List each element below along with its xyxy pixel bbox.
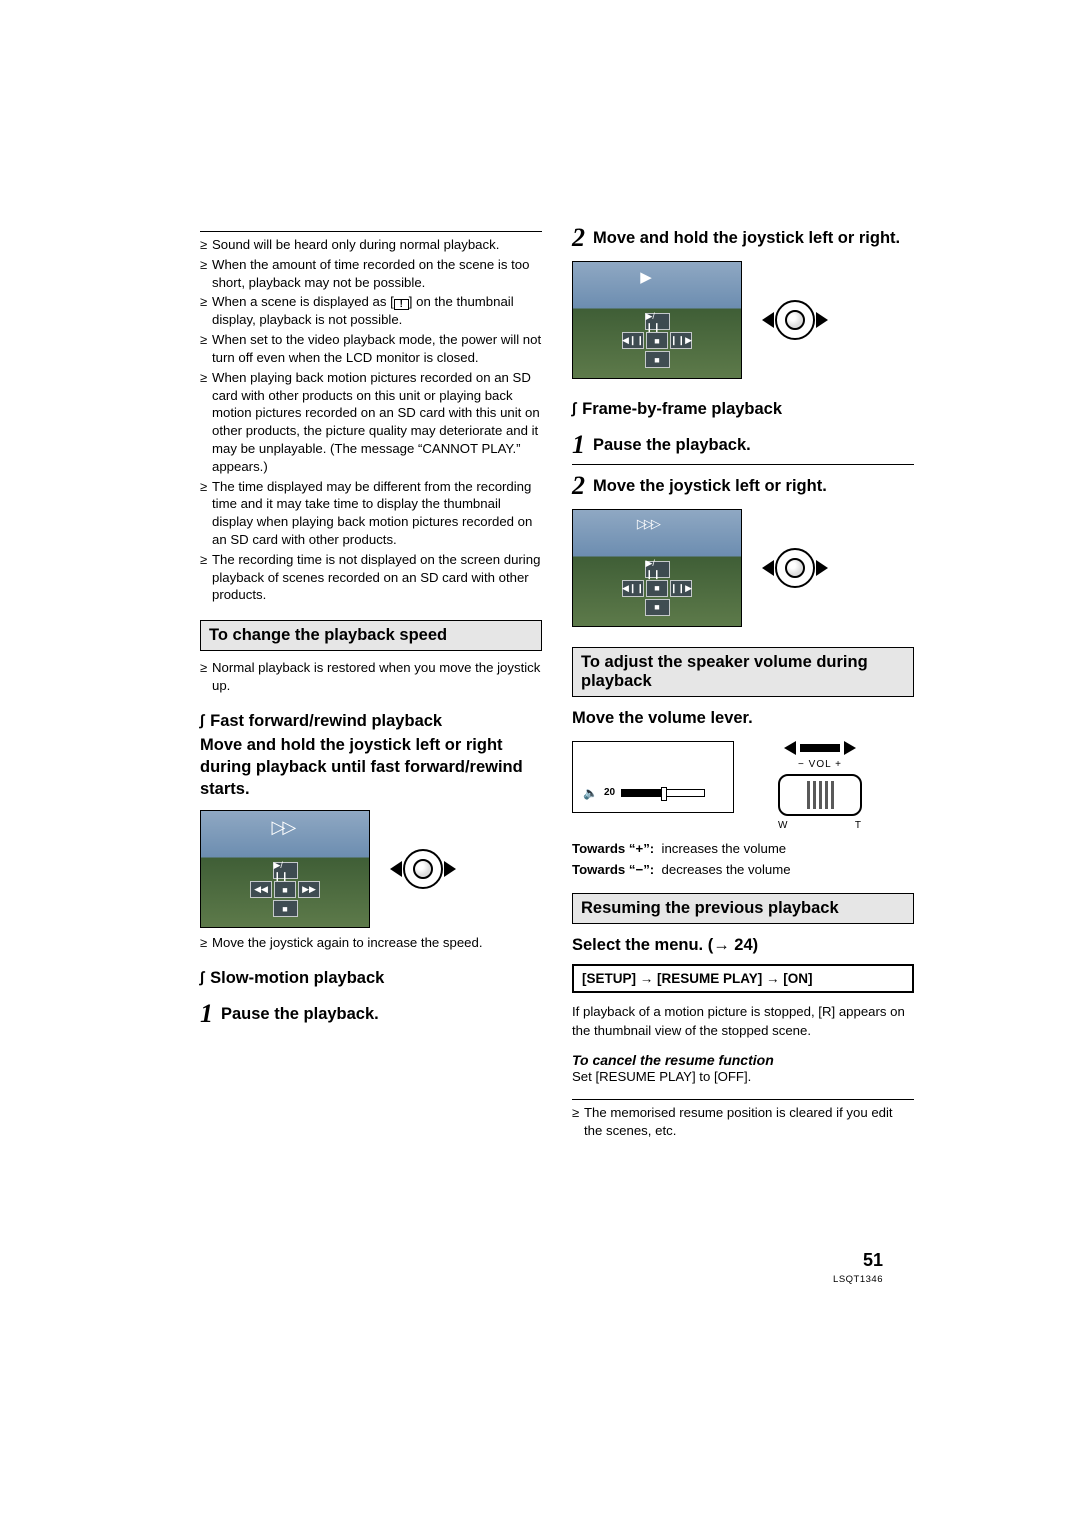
step-text: Move and hold the joystick left or right…	[593, 225, 900, 249]
menu-path-box: [SETUP] → [RESUME PLAY] → [ON]	[572, 964, 914, 993]
arrow-left-icon	[762, 312, 774, 328]
rule	[572, 464, 914, 465]
note-item: The memorised resume position is cleared…	[572, 1104, 914, 1140]
change-speed-heading: To change the playback speed	[200, 620, 542, 651]
note-item: The time displayed may be different from…	[200, 478, 542, 549]
heading-text: Slow-motion playback	[210, 969, 384, 987]
stop-icon: ■	[645, 351, 670, 368]
arrow-right-icon	[444, 861, 456, 877]
play-pause-icon: ▶/❙❙	[273, 862, 298, 879]
rule	[572, 1099, 914, 1100]
stop-icon: ■	[646, 332, 668, 349]
forward-icon: ▶▶	[298, 881, 320, 898]
joystick-diagram	[764, 289, 826, 351]
volume-lever-diagram: − VOL + W T	[764, 741, 876, 831]
note-item: Normal playback is restored when you mov…	[200, 659, 542, 695]
rewind-icon: ◀◀	[250, 881, 272, 898]
adjust-volume-heading: To adjust the speaker volume during play…	[572, 647, 914, 697]
ff-indicator-icon: ▷▷	[272, 817, 294, 838]
plus-label: +	[835, 759, 842, 770]
volume-value: 20	[604, 787, 615, 798]
arrow-left-icon	[784, 741, 796, 755]
vol-label: VOL	[809, 759, 832, 770]
step-back-icon: ◀❙❙	[622, 580, 644, 597]
resume-heading: Resuming the previous playback	[572, 893, 914, 924]
notes-list: The memorised resume position is cleared…	[572, 1104, 914, 1142]
joystick-diagram	[764, 537, 826, 599]
notes-list: Sound will be heard only during normal p…	[200, 236, 542, 606]
page-number: 51	[863, 1250, 883, 1271]
playback-thumbnail: ▶ ▶/❙❙ ◀❙❙ ■ ❙❙▶ ■	[572, 261, 742, 379]
arrow-right-icon	[844, 741, 856, 755]
note-item: Sound will be heard only during normal p…	[200, 236, 542, 254]
playback-thumbnail: ▷▷▷ ▶/❙❙ ◀❙❙ ■ ❙❙▶ ■	[572, 509, 742, 627]
volume-screen: 🔈 20	[572, 741, 734, 813]
step-number: 2	[572, 473, 585, 499]
speaker-icon: 🔈	[583, 786, 598, 800]
step-number: 1	[572, 432, 585, 458]
step-number: 2	[572, 225, 585, 251]
notes-list: Normal playback is restored when you mov…	[200, 659, 542, 697]
note-item: When a scene is displayed as [!] on the …	[200, 293, 542, 329]
stop-icon: ■	[273, 900, 298, 917]
playback-thumbnail: ▷▷ ▶/❙❙ ◀◀ ■ ▶▶ ■	[200, 810, 370, 928]
note-item: When playing back motion pictures record…	[200, 369, 542, 476]
note-item: When the amount of time recorded on the …	[200, 256, 542, 292]
w-label: W	[778, 820, 788, 831]
arrow-right-icon	[816, 312, 828, 328]
minus-label: −	[798, 759, 805, 770]
step-text: Pause the playback.	[221, 1001, 379, 1025]
heading-text: Frame-by-frame playback	[582, 400, 782, 418]
warn-icon: !	[394, 299, 409, 310]
fast-forward-instruction: Move and hold the joystick left or right…	[200, 734, 542, 801]
slow-indicator-icon: ▶	[640, 268, 649, 286]
rule	[200, 231, 542, 232]
step-back-icon: ◀❙❙	[622, 332, 644, 349]
document-code: LSQT1346	[833, 1274, 883, 1285]
notes-list: Move the joystick again to increase the …	[200, 934, 542, 954]
frame-by-frame-heading: ∫Frame-by-frame playback	[572, 399, 914, 420]
slow-motion-heading: ∫Slow-motion playback	[200, 968, 542, 989]
arrow-left-icon	[762, 560, 774, 576]
step-fwd-icon: ❙❙▶	[670, 332, 692, 349]
resume-body: If playback of a motion picture is stopp…	[572, 1003, 914, 1040]
play-pause-icon: ▶/❙❙	[645, 561, 670, 578]
joystick-diagram	[392, 838, 454, 900]
note-item: The recording time is not displayed on t…	[200, 551, 542, 604]
arrow-right-icon	[816, 560, 828, 576]
towards-minus: Towards “−”: decreases the volume	[572, 860, 914, 879]
volume-bar	[621, 789, 705, 797]
step-number: 1	[200, 1001, 213, 1027]
note-item: Move the joystick again to increase the …	[200, 934, 542, 952]
step-text: Move the joystick left or right.	[593, 473, 827, 497]
step-fwd-icon: ❙❙▶	[670, 580, 692, 597]
t-label: T	[855, 820, 862, 831]
stop-icon: ■	[645, 599, 670, 616]
cancel-resume-body: Set [RESUME PLAY] to [OFF].	[572, 1068, 914, 1086]
stop-icon: ■	[274, 881, 296, 898]
step-text: Pause the playback.	[593, 432, 751, 456]
heading-text: Fast forward/rewind playback	[210, 712, 442, 730]
move-volume-instruction: Move the volume lever.	[572, 707, 914, 729]
towards-plus: Towards “+”: increases the volume	[572, 839, 914, 858]
play-pause-icon: ▶/❙❙	[645, 313, 670, 330]
arrow-left-icon	[390, 861, 402, 877]
frame-indicator-icon: ▷▷▷	[637, 516, 658, 532]
cancel-resume-heading: To cancel the resume function	[572, 1052, 914, 1068]
fast-forward-heading: ∫Fast forward/rewind playback	[200, 711, 542, 732]
note-item: When set to the video playback mode, the…	[200, 331, 542, 367]
select-menu-instruction: Select the menu. (→ 24)	[572, 934, 914, 956]
stop-icon: ■	[646, 580, 668, 597]
